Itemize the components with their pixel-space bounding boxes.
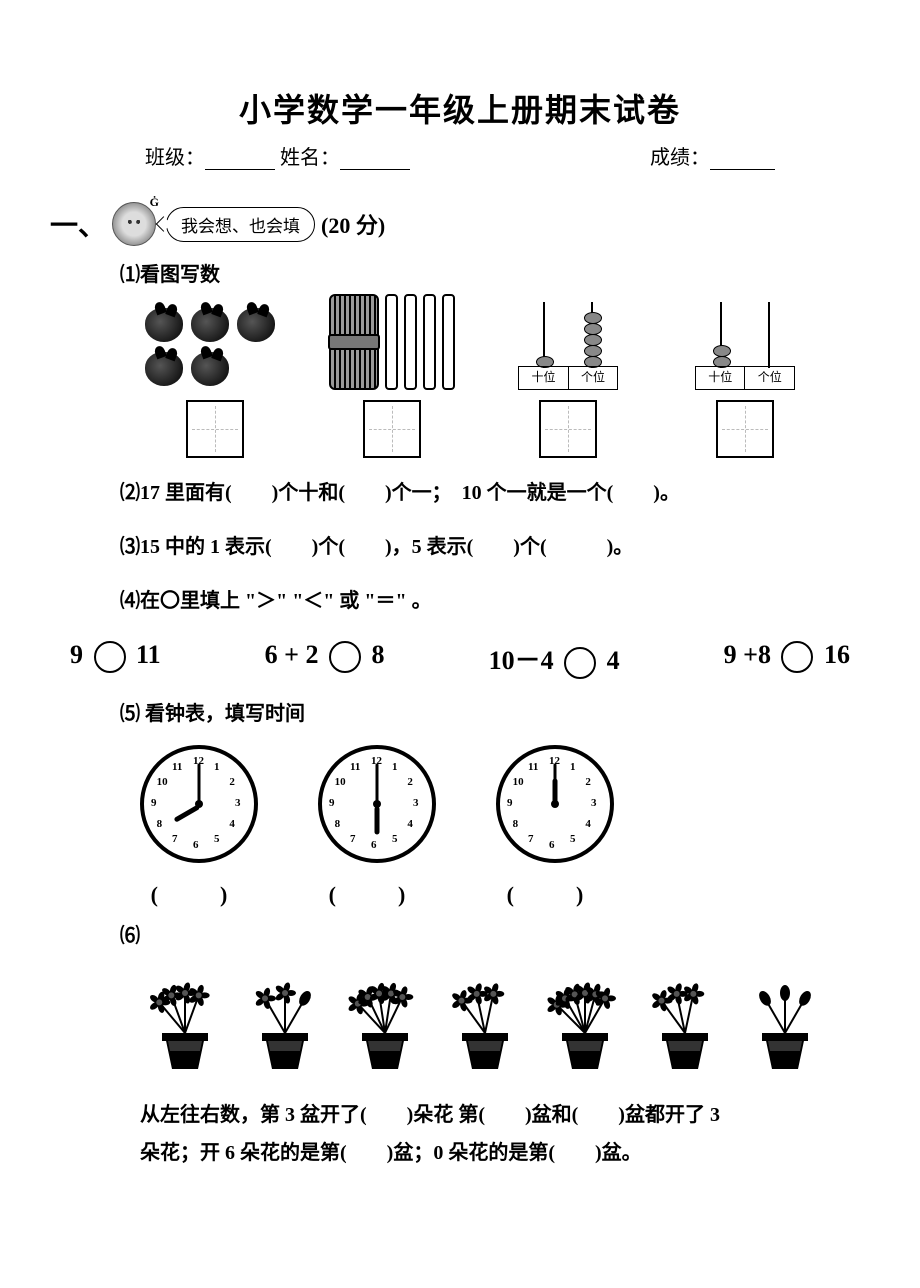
tens-label: 十位	[519, 367, 569, 389]
fig-abacus-1: 十位 个位	[483, 295, 653, 458]
meta-row: 班级： 姓名： 成绩：	[50, 141, 870, 170]
q4-expressions: 9 11 6 + 2 8 10－4 4 9 +8 16	[70, 640, 850, 679]
name-blank[interactable]	[340, 149, 410, 170]
flower-pot-icon	[140, 961, 230, 1086]
q1-label: ⑴看图写数	[120, 258, 870, 287]
expr: 11	[136, 640, 161, 669]
clock-answer[interactable]: ( )	[318, 877, 436, 909]
mascot-icon	[112, 202, 156, 246]
expr: 9 +8	[724, 640, 771, 669]
stick-bundle-icon	[329, 294, 379, 390]
fig-sticks	[307, 295, 477, 458]
compare-circle[interactable]	[329, 641, 361, 673]
expr: 8	[371, 640, 384, 669]
speech-bubble: 我会想、也会填	[166, 207, 315, 242]
clock-icon: 123456789101112	[140, 745, 258, 863]
expr: 6 + 2	[265, 640, 319, 669]
answer-box[interactable]	[716, 400, 774, 458]
section-points: (20 分)	[321, 208, 385, 240]
compare-circle[interactable]	[94, 641, 126, 673]
ones-label: 个位	[569, 367, 618, 389]
pots-row	[140, 961, 870, 1086]
clock-icon: 123456789101112	[318, 745, 436, 863]
q6-label: ⑹	[120, 917, 870, 955]
flower-pot-icon	[240, 961, 330, 1086]
flower-pot-icon	[640, 961, 730, 1086]
clock-answer[interactable]: ( )	[140, 877, 258, 909]
fig-abacus-2: 十位 个位	[660, 295, 830, 458]
q6-text-2: 朵花；开 6 朵花的是第( )盆；0 朵花的是第( )盆。	[140, 1134, 870, 1172]
expr: 4	[607, 646, 620, 675]
compare-circle[interactable]	[781, 641, 813, 673]
fig-peaches	[130, 302, 300, 458]
flower-pot-icon	[340, 961, 430, 1086]
q1-figures: 十位 个位 十位 个位	[130, 295, 830, 458]
q6-text-1: 从左往右数，第 3 盆开了( )朵花 第( )盆和( )盆都开了 3	[140, 1096, 870, 1134]
compare-circle[interactable]	[564, 647, 596, 679]
tens-label: 十位	[696, 367, 746, 389]
flower-pot-icon	[740, 961, 830, 1086]
expr: 9	[70, 640, 83, 669]
q5-label: ⑸ 看钟表，填写时间	[120, 695, 870, 733]
class-blank[interactable]	[205, 149, 275, 170]
answer-box[interactable]	[539, 400, 597, 458]
answer-box[interactable]	[363, 400, 421, 458]
q2-text: ⑵17 里面有( )个十和( )个一； 10 个一就是一个( )。	[120, 474, 870, 512]
ones-label: 个位	[745, 367, 794, 389]
section-1-header: 一、 我会想、也会填 (20 分)	[50, 202, 870, 246]
score-label: 成绩：	[650, 147, 710, 169]
flower-pot-icon	[440, 961, 530, 1086]
clock-icon: 123456789101112	[496, 745, 614, 863]
flower-pot-icon	[540, 961, 630, 1086]
answer-box[interactable]	[186, 400, 244, 458]
q4-label: ⑷在〇里填上 "＞" "＜" 或 "＝" 。	[120, 582, 870, 620]
expr: 10－4	[489, 646, 554, 675]
exam-title: 小学数学一年级上册期末试卷	[50, 85, 870, 131]
clocks-row: 123456789101112 ( ) 123456789101112 ( ) 1234…	[140, 745, 870, 909]
section-number: 一、	[50, 204, 106, 244]
name-label: 姓名：	[280, 147, 340, 169]
q3-text: ⑶15 中的 1 表示( )个( )，5 表示( )个( )。	[120, 528, 870, 566]
expr: 16	[824, 640, 850, 669]
class-label: 班级：	[145, 147, 205, 169]
score-blank[interactable]	[710, 149, 775, 170]
clock-answer[interactable]: ( )	[496, 877, 614, 909]
